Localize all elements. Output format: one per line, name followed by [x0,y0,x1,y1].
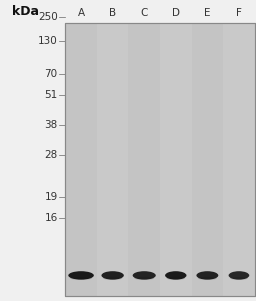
Bar [65,23,255,296]
Text: 250: 250 [38,11,58,22]
Bar [223,23,255,296]
Ellipse shape [167,277,185,280]
Ellipse shape [165,271,186,280]
Ellipse shape [134,277,154,280]
Ellipse shape [230,277,248,280]
Text: 19: 19 [44,192,58,202]
Ellipse shape [101,271,124,280]
Ellipse shape [103,277,122,280]
Bar [191,23,223,296]
Text: 38: 38 [44,120,58,130]
Bar [65,23,255,296]
Bar [129,23,160,296]
Text: E: E [204,8,211,18]
Text: F: F [236,8,242,18]
Bar [65,23,97,296]
Text: C: C [141,8,148,18]
Text: 130: 130 [38,36,58,46]
Bar [160,23,191,296]
Text: 70: 70 [45,69,58,79]
Text: 51: 51 [44,90,58,100]
Ellipse shape [198,277,217,280]
Ellipse shape [229,271,249,280]
Text: 28: 28 [44,150,58,160]
Text: A: A [78,8,85,18]
Ellipse shape [196,271,218,280]
Ellipse shape [70,277,92,280]
Text: 16: 16 [44,213,58,223]
Ellipse shape [68,271,94,280]
Bar [97,23,129,296]
Text: kDa: kDa [12,5,38,18]
Text: D: D [172,8,180,18]
Text: B: B [109,8,116,18]
Ellipse shape [133,271,156,280]
